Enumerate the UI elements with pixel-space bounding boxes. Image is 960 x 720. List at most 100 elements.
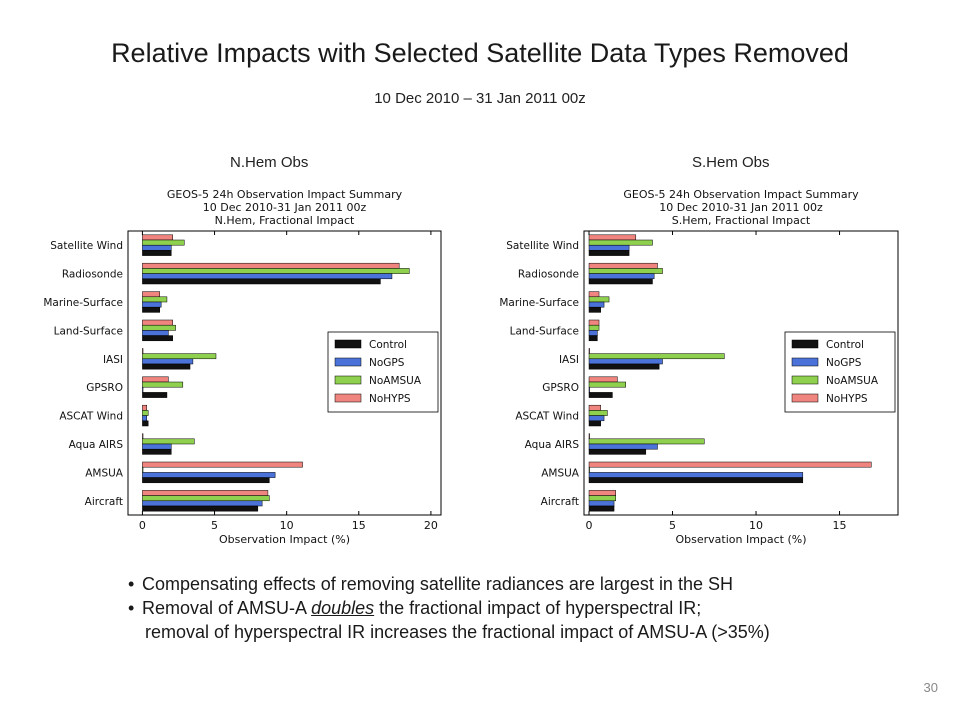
- bar-nohyps-aircraft: [142, 490, 269, 496]
- bar-nohyps-amsua: [588, 461, 872, 468]
- bar-noamsua-satellite-wind: [588, 239, 653, 246]
- legend-label-nogps: NoGPS: [826, 357, 862, 369]
- bar-control-marine-surface: [142, 306, 160, 313]
- bar-nogps-iasi: [588, 358, 663, 365]
- bar-nogps-amsua: [588, 472, 804, 478]
- bar-control-amsua: [142, 477, 270, 484]
- category-label: Radiosonde: [518, 269, 579, 281]
- bar-noamsua-satellite-wind: [142, 239, 185, 246]
- category-label: Radiosonde: [62, 269, 123, 281]
- chart-title-line: GEOS-5 24h Observation Impact Summary: [623, 188, 859, 201]
- bar-nohyps-iasi: [142, 348, 144, 354]
- bar-nohyps-radiosonde: [142, 262, 400, 269]
- x-tick-label: 20: [424, 519, 438, 532]
- bar-control-ascat-wind: [142, 420, 149, 427]
- bar-control-satellite-wind: [588, 250, 630, 256]
- bar-nohyps-gpsro: [588, 376, 618, 383]
- bar-nohyps-marine-surface: [588, 291, 600, 298]
- category-label: AMSUA: [541, 467, 580, 479]
- bar-nohyps-satellite-wind: [142, 234, 173, 241]
- bar-nohyps-gpsro: [142, 376, 169, 383]
- bar-nohyps-radiosonde: [588, 262, 658, 269]
- x-tick-label: 15: [352, 519, 366, 532]
- bar-noamsua-land-surface: [588, 324, 600, 331]
- bar-control-marine-surface: [588, 306, 601, 313]
- x-tick-label: 5: [669, 519, 676, 532]
- bar-nogps-aircraft: [588, 500, 615, 507]
- legend-swatch-noamsua: [334, 375, 362, 385]
- bar-nohyps-iasi: [588, 348, 590, 354]
- bullet-emphasis: doubles: [311, 598, 375, 618]
- bar-noamsua-aqua-airs: [142, 438, 195, 445]
- bar-nohyps-aqua-airs: [142, 433, 144, 440]
- x-tick-label: 10: [749, 519, 763, 532]
- category-label: Aircraft: [541, 496, 579, 508]
- bar-control-ascat-wind: [588, 420, 601, 427]
- bar-control-aqua-airs: [588, 448, 647, 455]
- shem-panel-caption: S.Hem Obs: [692, 154, 770, 171]
- bar-nogps-iasi: [142, 358, 194, 365]
- bar-noamsua-ascat-wind: [588, 410, 608, 416]
- bar-nogps-aqua-airs: [142, 443, 172, 450]
- bar-nohyps-satellite-wind: [588, 234, 637, 241]
- bullet-text-tail: the fractional impact of hyperspectral I…: [374, 598, 702, 618]
- legend-swatch-control: [334, 339, 362, 349]
- category-label: ASCAT Wind: [59, 411, 123, 423]
- bar-noamsua-ascat-wind: [142, 410, 149, 416]
- x-tick-label: 5: [211, 519, 218, 532]
- bar-noamsua-aqua-airs: [588, 438, 705, 445]
- bar-control-satellite-wind: [142, 250, 172, 256]
- x-tick-label: 15: [833, 519, 847, 532]
- bar-control-gpsro: [142, 392, 168, 398]
- bar-control-aircraft: [588, 505, 615, 512]
- bar-nogps-radiosonde: [142, 273, 393, 280]
- category-label: ASCAT Wind: [515, 411, 579, 423]
- bar-nogps-satellite-wind: [142, 244, 172, 251]
- bar-nohyps-land-surface: [588, 319, 600, 326]
- chart-title-line: N.Hem, Fractional Impact: [215, 214, 355, 227]
- bar-nogps-ascat-wind: [142, 415, 148, 422]
- slide-subtitle: 10 Dec 2010 – 31 Jan 2011 00z: [374, 90, 586, 107]
- bar-nogps-aircraft: [142, 500, 263, 507]
- bar-nohyps-land-surface: [142, 319, 173, 326]
- bar-noamsua-land-surface: [142, 324, 176, 331]
- bar-nogps-marine-surface: [588, 301, 605, 308]
- category-label: Aqua AIRS: [525, 439, 580, 451]
- bar-nogps-satellite-wind: [588, 244, 630, 251]
- legend-label-noamsua: NoAMSUA: [369, 375, 422, 387]
- slide-title: Relative Impacts with Selected Satellite…: [111, 38, 849, 68]
- chart-title-line: 10 Dec 2010-31 Jan 2011 00z: [659, 201, 823, 214]
- bullet-continuation: removal of hyperspectral IR increases th…: [145, 622, 770, 642]
- bar-noamsua-amsua: [142, 466, 144, 473]
- bar-noamsua-aircraft: [142, 495, 270, 502]
- x-tick-label: 10: [280, 519, 294, 532]
- category-label: Aircraft: [85, 496, 123, 508]
- bar-control-land-surface: [588, 335, 598, 342]
- bar-noamsua-radiosonde: [142, 268, 410, 274]
- bar-noamsua-marine-surface: [588, 296, 610, 303]
- bullet-text: Compensating effects of removing satelli…: [142, 574, 733, 594]
- bar-control-aqua-airs: [142, 448, 172, 455]
- category-label: Marine-Surface: [43, 297, 123, 309]
- x-tick-label: 0: [139, 519, 146, 532]
- chart-title-line: 10 Dec 2010-31 Jan 2011 00z: [203, 201, 367, 214]
- bar-control-aircraft: [142, 505, 259, 512]
- shem-impact-chart: GEOS-5 24h Observation Impact Summary10 …: [499, 188, 899, 546]
- category-label: Satellite Wind: [50, 240, 123, 252]
- nhem-panel-caption: N.Hem Obs: [230, 154, 309, 171]
- category-label: Marine-Surface: [499, 297, 579, 309]
- bar-noamsua-marine-surface: [142, 296, 168, 303]
- bar-nogps-marine-surface: [142, 301, 162, 308]
- category-label: GPSRO: [542, 382, 579, 394]
- bar-nogps-aqua-airs: [588, 443, 658, 450]
- category-label: Land-Surface: [510, 325, 579, 337]
- category-label: Aqua AIRS: [69, 439, 124, 451]
- bar-nogps-gpsro: [588, 386, 590, 393]
- category-label: Satellite Wind: [506, 240, 579, 252]
- bar-nohyps-aqua-airs: [588, 433, 590, 440]
- bar-noamsua-gpsro: [142, 381, 184, 388]
- page-number: 30: [923, 680, 938, 695]
- bar-nogps-amsua: [142, 472, 276, 478]
- category-label: IASI: [103, 354, 123, 366]
- bar-noamsua-gpsro: [588, 381, 627, 388]
